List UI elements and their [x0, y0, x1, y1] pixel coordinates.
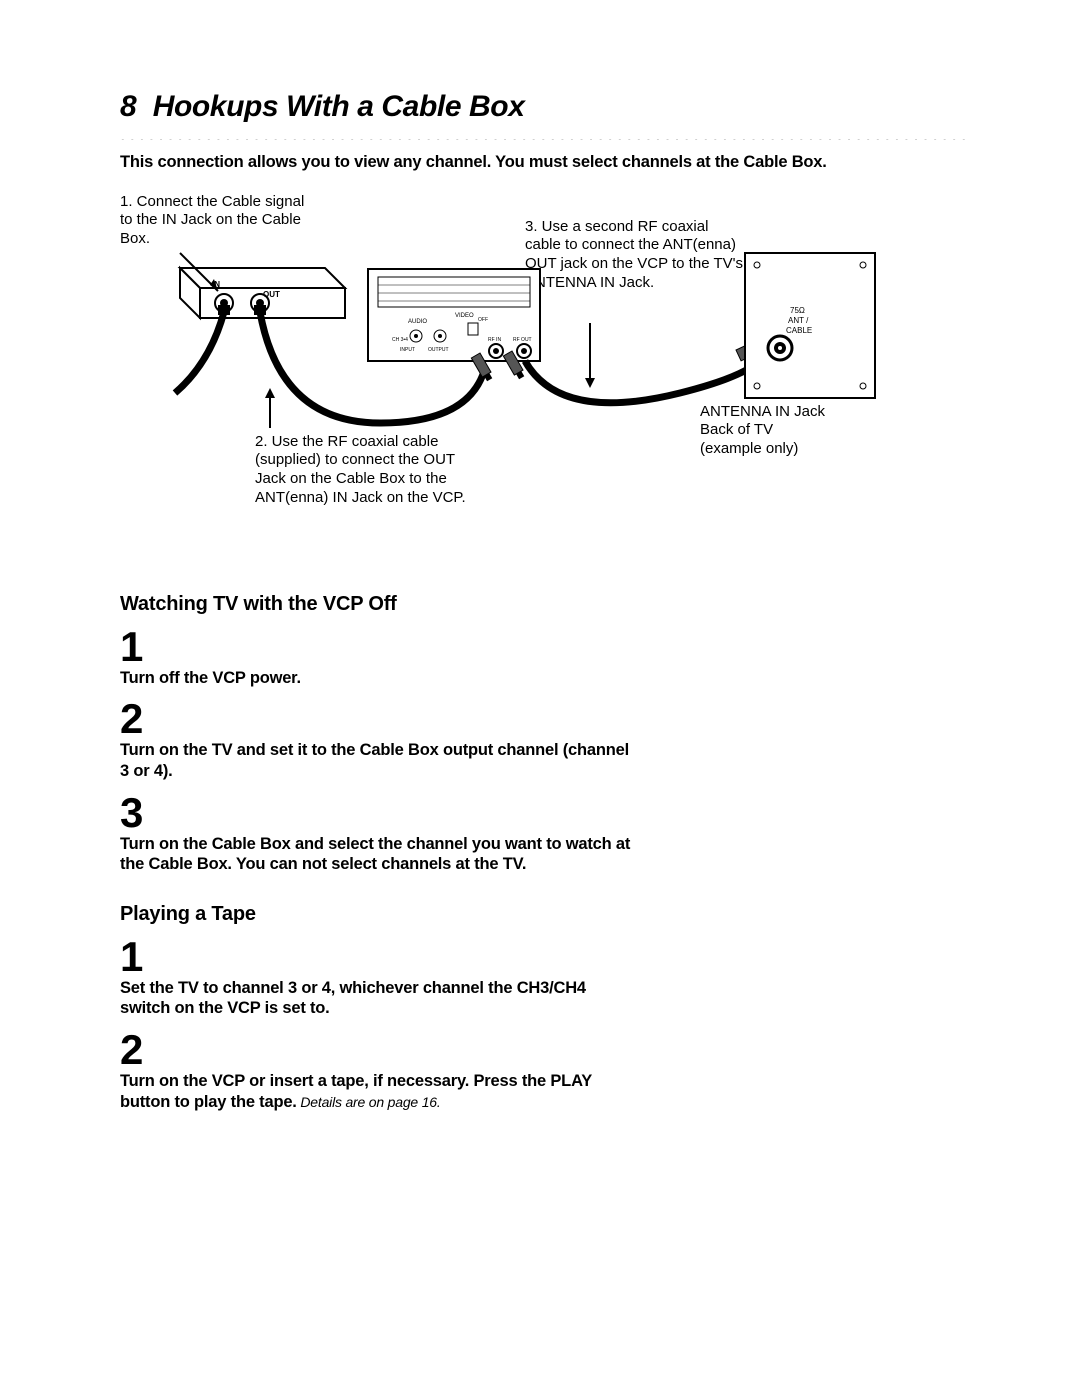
vcp-output-label: OUTPUT: [428, 347, 449, 353]
dotted-rule: ........................................…: [120, 132, 970, 140]
page-title: Hookups With a Cable Box: [153, 90, 525, 124]
intro-text: This connection allows you to view any c…: [120, 152, 970, 173]
section-watching-title: Watching TV with the VCP Off: [120, 593, 970, 616]
step-a1-body: Turn off the VCP power.: [120, 668, 640, 689]
manual-page: 8 Hookups With a Cable Box .............…: [0, 0, 1080, 1397]
vcp-ch34-label: CH 3•4: [392, 337, 408, 343]
tv-cable-label: CABLE: [786, 326, 812, 335]
step-b2-body: Turn on the VCP or insert a tape, if nec…: [120, 1071, 640, 1112]
tv-ant-label: ANT /: [788, 316, 809, 325]
heading: 8 Hookups With a Cable Box: [120, 90, 970, 124]
step-b1-number: 1: [120, 936, 970, 978]
vcp-rfout-label: RF OUT: [513, 337, 532, 343]
step-a2-body: Turn on the TV and set it to the Cable B…: [120, 740, 640, 781]
page-number: 8: [120, 90, 137, 124]
step-a3-number: 3: [120, 792, 970, 834]
diagram-svg: IN OUT: [120, 193, 970, 573]
step-a1-number: 1: [120, 626, 970, 668]
step-b2-body-detail: Details are on page 16.: [297, 1094, 441, 1110]
step-b1-body: Set the TV to channel 3 or 4, whichever …: [120, 978, 640, 1019]
vcp-input-label: INPUT: [400, 347, 415, 353]
step-b2-number: 2: [120, 1029, 970, 1071]
vcp-audio-label: AUDIO: [408, 319, 427, 325]
vcp-off-label: OFF: [478, 317, 488, 323]
vcp-video-label: VIDEO: [455, 313, 474, 319]
tv-75ohm-label: 75Ω: [790, 306, 805, 315]
connection-diagram: 1. Connect the Cable signal to the IN Ja…: [120, 193, 970, 573]
section-playing-title: Playing a Tape: [120, 903, 970, 926]
cablebox-out-label: OUT: [263, 290, 280, 299]
vcp-rfin-label: RF IN: [488, 337, 501, 343]
vcp-shape: [368, 269, 540, 361]
step-a3-body: Turn on the Cable Box and select the cha…: [120, 834, 640, 875]
step-a2-number: 2: [120, 698, 970, 740]
